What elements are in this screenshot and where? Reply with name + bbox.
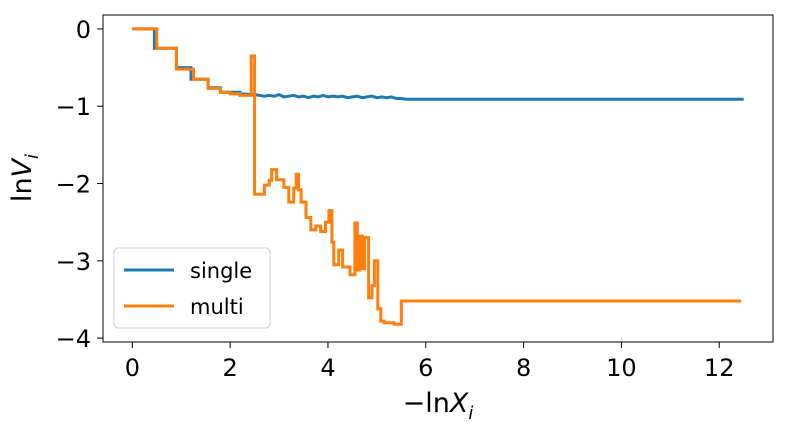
x-axis-label: −lnXi <box>403 388 474 424</box>
legend-box <box>113 247 271 329</box>
legend: single multi <box>113 247 271 329</box>
ticks-layer: 0 2 4 6 8 10 12 0 −1 −2 −3 −4 <box>56 16 735 382</box>
y-axis-label: lnVi <box>7 154 43 202</box>
x-tick-label: 12 <box>704 354 735 382</box>
series-layer <box>132 27 744 326</box>
x-tick-label: 4 <box>320 354 335 382</box>
x-tick-label: 2 <box>223 354 238 382</box>
legend-label-single: single <box>190 259 252 283</box>
y-tick-label: 0 <box>76 16 91 44</box>
x-tick-label: 6 <box>418 354 433 382</box>
plot-frame <box>102 14 774 343</box>
series-line-multi <box>132 27 742 326</box>
x-tick-label: 8 <box>516 354 531 382</box>
y-tick-label: −4 <box>56 325 91 353</box>
y-tick-label: −1 <box>56 93 91 121</box>
y-tick-label: −3 <box>56 248 91 276</box>
x-tick-label: 0 <box>125 354 140 382</box>
legend-label-multi: multi <box>190 295 244 319</box>
x-tick-label: 10 <box>606 354 637 382</box>
y-tick-label: −2 <box>56 171 91 199</box>
